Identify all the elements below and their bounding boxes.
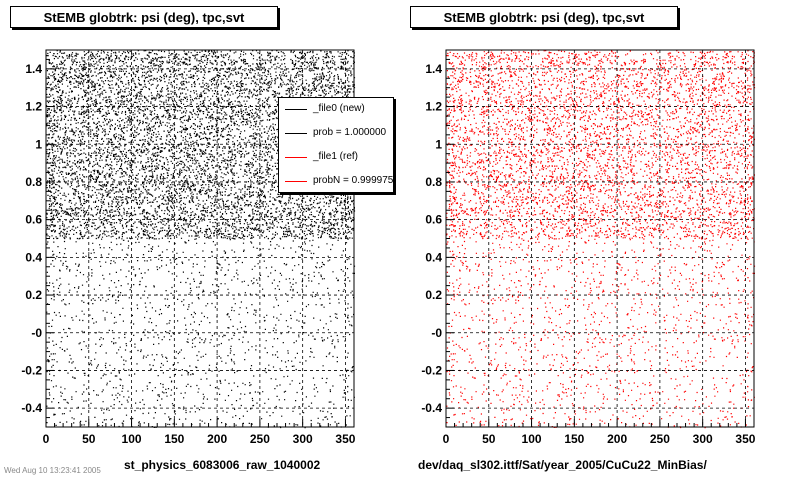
legend-entry: _file1 (ref) bbox=[279, 146, 393, 170]
y-tick-label: 1.2 bbox=[25, 100, 42, 114]
gridlines bbox=[446, 50, 754, 427]
y-tick-label: 1.4 bbox=[25, 62, 42, 76]
x-tick-label: 100 bbox=[522, 432, 542, 446]
timestamp-note: Wed Aug 10 13:23:41 2005 bbox=[4, 466, 101, 475]
legend-label: probN = 0.999975 bbox=[313, 175, 394, 186]
axes: 0 50 100 150 200 250 300 350 -0.4 -0.2 -0 0.2 0.4 0.6… bbox=[21, 58, 356, 446]
legend-line-icon bbox=[285, 109, 307, 110]
y-tick-label: -0.2 bbox=[421, 363, 442, 377]
y-tick-label: 1.2 bbox=[425, 100, 442, 114]
x-tick-label: 100 bbox=[122, 432, 142, 446]
x-tick-label: 150 bbox=[164, 432, 184, 446]
y-tick-label: 1.4 bbox=[425, 62, 442, 76]
x-tick-label: 350 bbox=[735, 432, 755, 446]
x-tick-label: 200 bbox=[607, 432, 627, 446]
y-tick-label: 0.8 bbox=[25, 175, 42, 189]
legend-line-icon bbox=[285, 181, 307, 182]
axes: 0 50 100 150 200 250 300 350 -0.4 -0.2 -0 0.2 0.4 0.6… bbox=[421, 58, 756, 446]
y-tick-label: 0.6 bbox=[25, 213, 42, 227]
x-tick-label: 250 bbox=[250, 432, 270, 446]
legend-label: _file0 (new) bbox=[313, 103, 365, 114]
legend-entry: prob = 1.000000 bbox=[279, 122, 393, 146]
y-tick-label: -0 bbox=[31, 326, 42, 340]
y-tick-label: 1 bbox=[35, 137, 42, 151]
x-tick-label: 50 bbox=[82, 432, 96, 446]
x-tick-label: 150 bbox=[564, 432, 584, 446]
y-tick-label: -0.4 bbox=[21, 401, 42, 415]
y-tick-label: 0.2 bbox=[25, 288, 42, 302]
x-tick-label: 300 bbox=[693, 432, 713, 446]
y-tick-label: 0.2 bbox=[425, 288, 442, 302]
legend: _file0 (new) prob = 1.000000 _file1 (ref… bbox=[278, 97, 394, 193]
chart-title-right: StEMB globtrk: psi (deg), tpc,svt bbox=[410, 6, 678, 28]
chart-title-left: StEMB globtrk: psi (deg), tpc,svt bbox=[10, 6, 278, 28]
y-tick-label: -0.2 bbox=[21, 363, 42, 377]
plot-area bbox=[446, 50, 754, 427]
y-tick-label: 0.4 bbox=[425, 250, 442, 264]
y-tick-label: 1 bbox=[435, 137, 442, 151]
x-tick-label: 200 bbox=[207, 432, 227, 446]
x-axis-label-left: st_physics_6083006_raw_1040002 bbox=[124, 458, 321, 472]
x-tick-label: 350 bbox=[335, 432, 355, 446]
data-points bbox=[46, 50, 356, 429]
legend-entry: probN = 0.999975 bbox=[279, 170, 394, 192]
chart-right: 0 50 100 150 200 250 300 350 -0.4 -0.2 -0 0.2 0.4 0.6… bbox=[421, 49, 756, 446]
y-tick-label: -0 bbox=[431, 326, 442, 340]
data-point-cloud bbox=[46, 50, 356, 429]
y-tick-label: -0.4 bbox=[421, 401, 442, 415]
y-tick-label: 0.6 bbox=[425, 213, 442, 227]
data-points bbox=[446, 50, 756, 429]
data-point-cloud bbox=[446, 50, 756, 429]
x-tick-label: 300 bbox=[293, 432, 313, 446]
x-tick-label: 0 bbox=[43, 432, 50, 446]
x-axis-label-right: dev/daq_sl302.ittf/Sat/year_2005/CuCu22_… bbox=[418, 458, 707, 472]
x-tick-label: 0 bbox=[443, 432, 450, 446]
legend-label: _file1 (ref) bbox=[313, 151, 359, 162]
legend-label: prob = 1.000000 bbox=[313, 127, 387, 138]
legend-line-icon bbox=[285, 133, 307, 134]
y-tick-label: 0.4 bbox=[25, 250, 42, 264]
x-tick-label: 250 bbox=[650, 432, 670, 446]
x-tick-label: 50 bbox=[482, 432, 496, 446]
legend-line-icon bbox=[285, 157, 307, 158]
y-tick-label: 0.8 bbox=[425, 175, 442, 189]
legend-entry: _file0 (new) bbox=[279, 98, 393, 122]
